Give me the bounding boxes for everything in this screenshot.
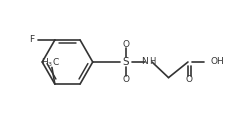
Text: F: F (29, 35, 34, 45)
Text: S: S (122, 57, 128, 67)
Text: OH: OH (209, 58, 223, 66)
Text: H: H (148, 58, 155, 66)
Text: O: O (122, 40, 129, 49)
Text: O: O (185, 75, 192, 84)
Text: H$_3$C: H$_3$C (40, 56, 59, 69)
Text: N: N (141, 58, 148, 66)
Text: O: O (122, 75, 129, 84)
